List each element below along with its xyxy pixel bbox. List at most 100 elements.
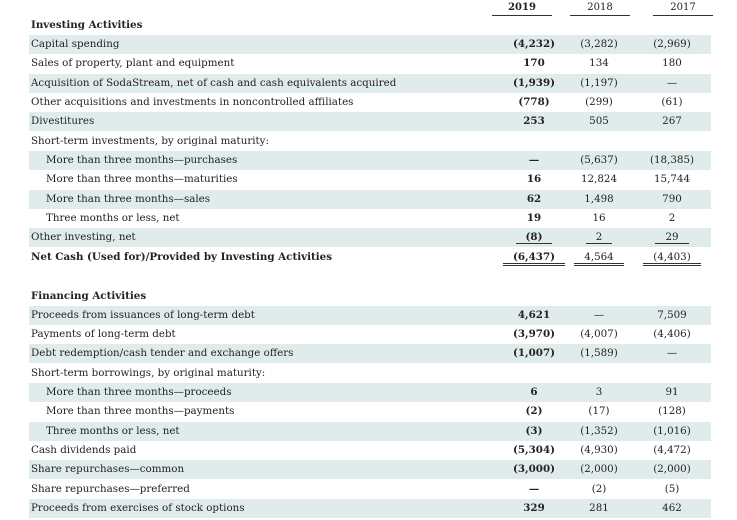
- value-2017: 91: [665, 386, 679, 398]
- year-header-2017: 2017: [653, 0, 713, 16]
- table-row: More than three months—sales 62 1,498 79…: [29, 190, 711, 209]
- value-2018: (2,000): [580, 463, 618, 475]
- value-2017: 267: [662, 115, 682, 127]
- financing-section-heading: Financing Activities: [29, 287, 711, 306]
- investing-total-row: Net Cash (Used for)/Provided by Investin…: [29, 248, 711, 267]
- value-2017: (2,969): [653, 38, 691, 50]
- table-row: Proceeds from issuances of long-term deb…: [29, 306, 711, 325]
- value-2019: (3,000): [513, 463, 555, 475]
- value-2017: 2: [668, 212, 676, 224]
- value-2018: 505: [589, 115, 609, 127]
- value-2017: (2,000): [653, 463, 691, 475]
- value-2019: 170: [523, 57, 545, 69]
- value-2018: 3: [595, 386, 603, 398]
- value-2019: 329: [523, 502, 545, 514]
- row-label: Three months or less, net: [46, 212, 180, 224]
- row-label: Net Cash (Used for)/Provided by Investin…: [31, 251, 333, 263]
- value-2019: (3): [525, 425, 543, 437]
- row-label: Payments of long-term debt: [31, 328, 176, 340]
- row-label: Sales of property, plant and equipment: [31, 57, 235, 69]
- row-label: Short-term borrowings, by original matur…: [31, 367, 266, 379]
- row-label: Acquisition of SodaStream, net of cash a…: [31, 77, 397, 89]
- investing-section-heading: Investing Activities: [29, 16, 711, 35]
- value-2017: 790: [662, 193, 682, 205]
- value-2017: (4,403): [643, 251, 701, 266]
- table-row: Capital spending (4,232) (3,282) (2,969): [29, 35, 711, 54]
- table-row: Three months or less, net 19 16 2: [29, 209, 711, 228]
- value-2018: —: [593, 309, 605, 321]
- table-row: Debt redemption/cash tender and exchange…: [29, 344, 711, 363]
- row-label: More than three months—proceeds: [46, 386, 232, 398]
- value-2019: (6,437): [503, 251, 565, 266]
- row-label: Cash dividends paid: [31, 444, 137, 456]
- value-2018: 281: [589, 502, 609, 514]
- value-2018: 134: [589, 57, 609, 69]
- table-row: Acquisition of SodaStream, net of cash a…: [29, 74, 711, 93]
- row-label: More than three months—maturities: [46, 173, 238, 185]
- row-label: More than three months—payments: [46, 405, 235, 417]
- row-label: Share repurchases—common: [31, 463, 185, 475]
- value-2018: (4,930): [580, 444, 618, 456]
- value-2019: (1,007): [513, 347, 555, 359]
- table-row: Short-term borrowings, by original matur…: [29, 364, 711, 383]
- value-2017: (61): [661, 96, 683, 108]
- table-row: Proceeds from exercises of stock options…: [29, 499, 711, 518]
- value-2019: (3,970): [513, 328, 555, 340]
- row-label: Short-term investments, by original matu…: [31, 135, 269, 147]
- table-row: Share repurchases—preferred — (2) (5): [29, 480, 711, 499]
- value-2018: 2: [585, 231, 613, 244]
- value-2017: (5): [664, 483, 680, 495]
- value-2019: (4,232): [513, 38, 555, 50]
- row-label: More than three months—sales: [46, 193, 211, 205]
- section-title: Investing Activities: [31, 19, 143, 31]
- value-2019: —: [528, 483, 540, 495]
- row-label: Debt redemption/cash tender and exchange…: [31, 347, 294, 359]
- value-2017: (1,016): [653, 425, 691, 437]
- value-2019: (778): [518, 96, 550, 108]
- row-label: Other acquisitions and investments in no…: [31, 96, 354, 108]
- value-2018: (3,282): [580, 38, 618, 50]
- value-2018: (1,352): [580, 425, 618, 437]
- value-2017: —: [666, 77, 678, 89]
- table-row: More than three months—maturities 16 12,…: [29, 170, 711, 189]
- table-row: Short-term investments, by original matu…: [29, 132, 711, 151]
- value-2017: —: [666, 347, 678, 359]
- value-2017: 180: [662, 57, 682, 69]
- value-2018: (5,637): [580, 154, 618, 166]
- value-2017: (128): [658, 405, 686, 417]
- table-row: Share repurchases—common (3,000) (2,000)…: [29, 460, 711, 479]
- table-row: Payments of long-term debt (3,970) (4,00…: [29, 325, 711, 344]
- value-2018: (4,007): [580, 328, 618, 340]
- value-2018: 16: [592, 212, 606, 224]
- value-2018: (299): [585, 96, 613, 108]
- row-label: Capital spending: [31, 38, 120, 50]
- year-header-2019: 2019: [492, 0, 552, 16]
- value-2018: (17): [588, 405, 610, 417]
- value-2017: (4,472): [653, 444, 691, 456]
- row-label: More than three months—purchases: [46, 154, 238, 166]
- value-2019: (2): [525, 405, 543, 417]
- row-label: Three months or less, net: [46, 425, 180, 437]
- row-label: Divestitures: [31, 115, 95, 127]
- value-2018: (1,197): [580, 77, 618, 89]
- row-label: Proceeds from exercises of stock options: [31, 502, 245, 514]
- value-2019: (5,304): [513, 444, 555, 456]
- table-row: More than three months—payments (2) (17)…: [29, 402, 711, 421]
- value-2019: 16: [526, 173, 542, 185]
- value-2019: (8): [515, 231, 553, 244]
- value-2017: (4,406): [653, 328, 691, 340]
- table-row: Other acquisitions and investments in no…: [29, 93, 711, 112]
- section-title: Financing Activities: [31, 290, 147, 302]
- value-2019: 19: [526, 212, 542, 224]
- table-row: More than three months—proceeds 6 3 91: [29, 383, 711, 402]
- value-2017: 15,744: [653, 173, 691, 185]
- row-label: Share repurchases—preferred: [31, 483, 190, 495]
- value-2019: —: [528, 154, 540, 166]
- value-2017: 462: [662, 502, 682, 514]
- table-row: Cash dividends paid (5,304) (4,930) (4,4…: [29, 441, 711, 460]
- value-2018: 12,824: [580, 173, 618, 185]
- table-row: Three months or less, net (3) (1,352) (1…: [29, 422, 711, 441]
- table-row: Other investing, net (8) 2 29: [29, 228, 711, 247]
- table-row: More than three months—purchases — (5,63…: [29, 151, 711, 170]
